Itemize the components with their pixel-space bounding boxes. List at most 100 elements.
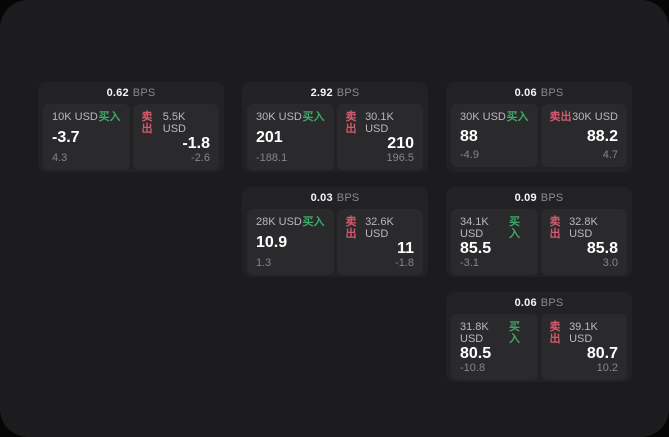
quote-card: 0.03 BPS 28K USD 买入 10.9 1.3 卖出 32.6K US…: [242, 187, 428, 277]
sell-side-label: 卖出: [345, 216, 357, 240]
bps-unit-label: BPS: [540, 297, 564, 309]
quote-card: 0.62 BPS 10K USD 买入 -3.7 4.3 卖出 5.5K USD: [38, 82, 224, 172]
buy-side-label: 买入: [302, 111, 325, 123]
buy-side-label: 买入: [302, 216, 325, 228]
sell-panel[interactable]: 卖出 30.1K USD 210 196.5: [336, 104, 423, 170]
sell-size: 32.8K USD: [569, 216, 598, 240]
bps-value: 0.03: [310, 192, 333, 204]
buy-sub-value: 4.3: [52, 152, 68, 164]
buy-sub-value: 1.3: [256, 257, 272, 269]
buy-panel[interactable]: 10K USD 买入 -3.7 4.3: [43, 104, 130, 170]
sell-side-label: 卖出: [549, 111, 572, 123]
sell-size: 5.5K USD: [162, 111, 186, 135]
buy-panel[interactable]: 28K USD 买入 10.9 1.3: [247, 209, 334, 275]
buy-price: 85.5: [460, 240, 492, 257]
buy-price: 88: [460, 127, 478, 145]
buy-panel-header: 10K USD 买入: [52, 111, 121, 123]
buy-panel-header: 30K USD 买入: [256, 111, 325, 123]
sell-sub-value: 3.0: [602, 257, 618, 269]
sell-sub-value: 10.2: [596, 362, 618, 374]
buy-size: 10K USD: [52, 111, 98, 123]
bps-value: 0.62: [106, 87, 129, 99]
quote-card-body: 34.1K USD 买入 85.5 -3.1 卖出 32.8K USD 85.8…: [446, 209, 632, 280]
quote-card-body: 10K USD 买入 -3.7 4.3 卖出 5.5K USD -1.8 -2.…: [38, 104, 224, 175]
buy-price: 80.5: [460, 345, 492, 362]
sell-sub-value: 196.5: [386, 152, 414, 164]
bps-unit-label: BPS: [132, 87, 156, 99]
sell-price: 88.2: [586, 127, 618, 145]
sell-panel-header: 卖出 30K USD: [550, 111, 619, 123]
bps-header: 0.06 BPS: [446, 292, 632, 314]
bps-header: 0.03 BPS: [242, 187, 428, 209]
buy-side-label: 买入: [508, 321, 520, 345]
sell-panel[interactable]: 卖出 32.6K USD 11 -1.8: [336, 209, 423, 275]
buy-size: 28K USD: [256, 216, 302, 228]
sell-size: 39.1K USD: [569, 321, 598, 345]
sell-side-label: 卖出: [549, 216, 561, 240]
quote-card-body: 30K USD 买入 201 -188.1 卖出 30.1K USD 210 1…: [242, 104, 428, 175]
bps-value: 0.09: [514, 192, 537, 204]
bps-value: 0.06: [514, 87, 537, 99]
bps-value: 2.92: [310, 87, 333, 99]
buy-panel[interactable]: 34.1K USD 买入 85.5 -3.1: [451, 209, 538, 275]
buy-side-label: 买入: [508, 216, 520, 240]
buy-panel-header: 28K USD 买入: [256, 216, 325, 228]
bps-value: 0.06: [514, 297, 537, 309]
sell-panel[interactable]: 卖出 5.5K USD -1.8 -2.6: [132, 104, 219, 170]
sell-panel-header: 卖出 5.5K USD: [142, 111, 211, 135]
sell-panel-header: 卖出 32.8K USD: [550, 216, 619, 240]
quote-card-body: 30K USD 买入 88 -4.9 卖出 30K USD 88.2 4.7: [446, 104, 632, 172]
sell-price: 85.8: [586, 240, 618, 257]
buy-panel-header: 30K USD 买入: [460, 111, 529, 123]
quote-card-body: 31.8K USD 买入 80.5 -10.8 卖出 39.1K USD 80.…: [446, 314, 632, 385]
buy-panel[interactable]: 31.8K USD 买入 80.5 -10.8: [451, 314, 538, 380]
sell-side-label: 卖出: [141, 111, 153, 135]
sell-sub-value: -2.6: [191, 152, 210, 164]
buy-panel[interactable]: 30K USD 买入 201 -188.1: [247, 104, 334, 170]
bps-header: 0.06 BPS: [446, 82, 632, 104]
sell-size: 30K USD: [572, 111, 618, 123]
sell-sub-value: 4.7: [602, 149, 618, 161]
buy-size: 30K USD: [256, 111, 302, 123]
buy-price: 10.9: [256, 234, 288, 251]
quote-card: 2.92 BPS 30K USD 买入 201 -188.1 卖出 30.1K …: [242, 82, 428, 172]
sell-price: 11: [397, 240, 414, 257]
buy-sub-value: -3.1: [460, 257, 479, 269]
bps-header: 2.92 BPS: [242, 82, 428, 104]
bps-header: 0.09 BPS: [446, 187, 632, 209]
quote-card-body: 28K USD 买入 10.9 1.3 卖出 32.6K USD 11 -1.8: [242, 209, 428, 280]
bps-unit-label: BPS: [336, 192, 360, 204]
quote-card: 0.06 BPS 31.8K USD 买入 80.5 -10.8 卖出 39.1…: [446, 292, 632, 382]
sell-side-label: 卖出: [549, 321, 561, 345]
buy-sub-value: -188.1: [256, 152, 288, 164]
buy-panel-header: 34.1K USD 买入: [460, 216, 529, 240]
bps-header: 0.62 BPS: [38, 82, 224, 104]
buy-size: 31.8K USD: [460, 321, 489, 345]
buy-side-label: 买入: [506, 111, 529, 123]
buy-price: 201: [256, 129, 283, 146]
sell-size: 30.1K USD: [365, 111, 394, 135]
sell-panel-header: 卖出 30.1K USD: [346, 111, 415, 135]
buy-panel-header: 31.8K USD 买入: [460, 321, 529, 345]
buy-side-label: 买入: [98, 111, 121, 123]
buy-size: 30K USD: [460, 111, 506, 123]
quote-card: 0.06 BPS 30K USD 买入 88 -4.9 卖出 30K USD: [446, 82, 632, 172]
sell-panel[interactable]: 卖出 39.1K USD 80.7 10.2: [540, 314, 627, 380]
sell-panel[interactable]: 卖出 30K USD 88.2 4.7: [540, 104, 627, 167]
sell-panel-header: 卖出 39.1K USD: [550, 321, 619, 345]
sell-size: 32.6K USD: [365, 216, 394, 240]
buy-panel[interactable]: 30K USD 买入 88 -4.9: [451, 104, 538, 167]
sell-price: 80.7: [586, 345, 618, 362]
quote-card: 0.09 BPS 34.1K USD 买入 85.5 -3.1 卖出 32.8K…: [446, 187, 632, 277]
bps-unit-label: BPS: [336, 87, 360, 99]
sell-panel[interactable]: 卖出 32.8K USD 85.8 3.0: [540, 209, 627, 275]
buy-size: 34.1K USD: [460, 216, 489, 240]
sell-panel-header: 卖出 32.6K USD: [346, 216, 415, 240]
bps-unit-label: BPS: [540, 192, 564, 204]
sell-side-label: 卖出: [345, 111, 357, 135]
buy-price: -3.7: [52, 129, 80, 146]
bps-unit-label: BPS: [540, 87, 564, 99]
quote-card-grid: 0.62 BPS 10K USD 买入 -3.7 4.3 卖出 5.5K USD: [38, 82, 632, 382]
sell-sub-value: -1.8: [395, 257, 414, 269]
